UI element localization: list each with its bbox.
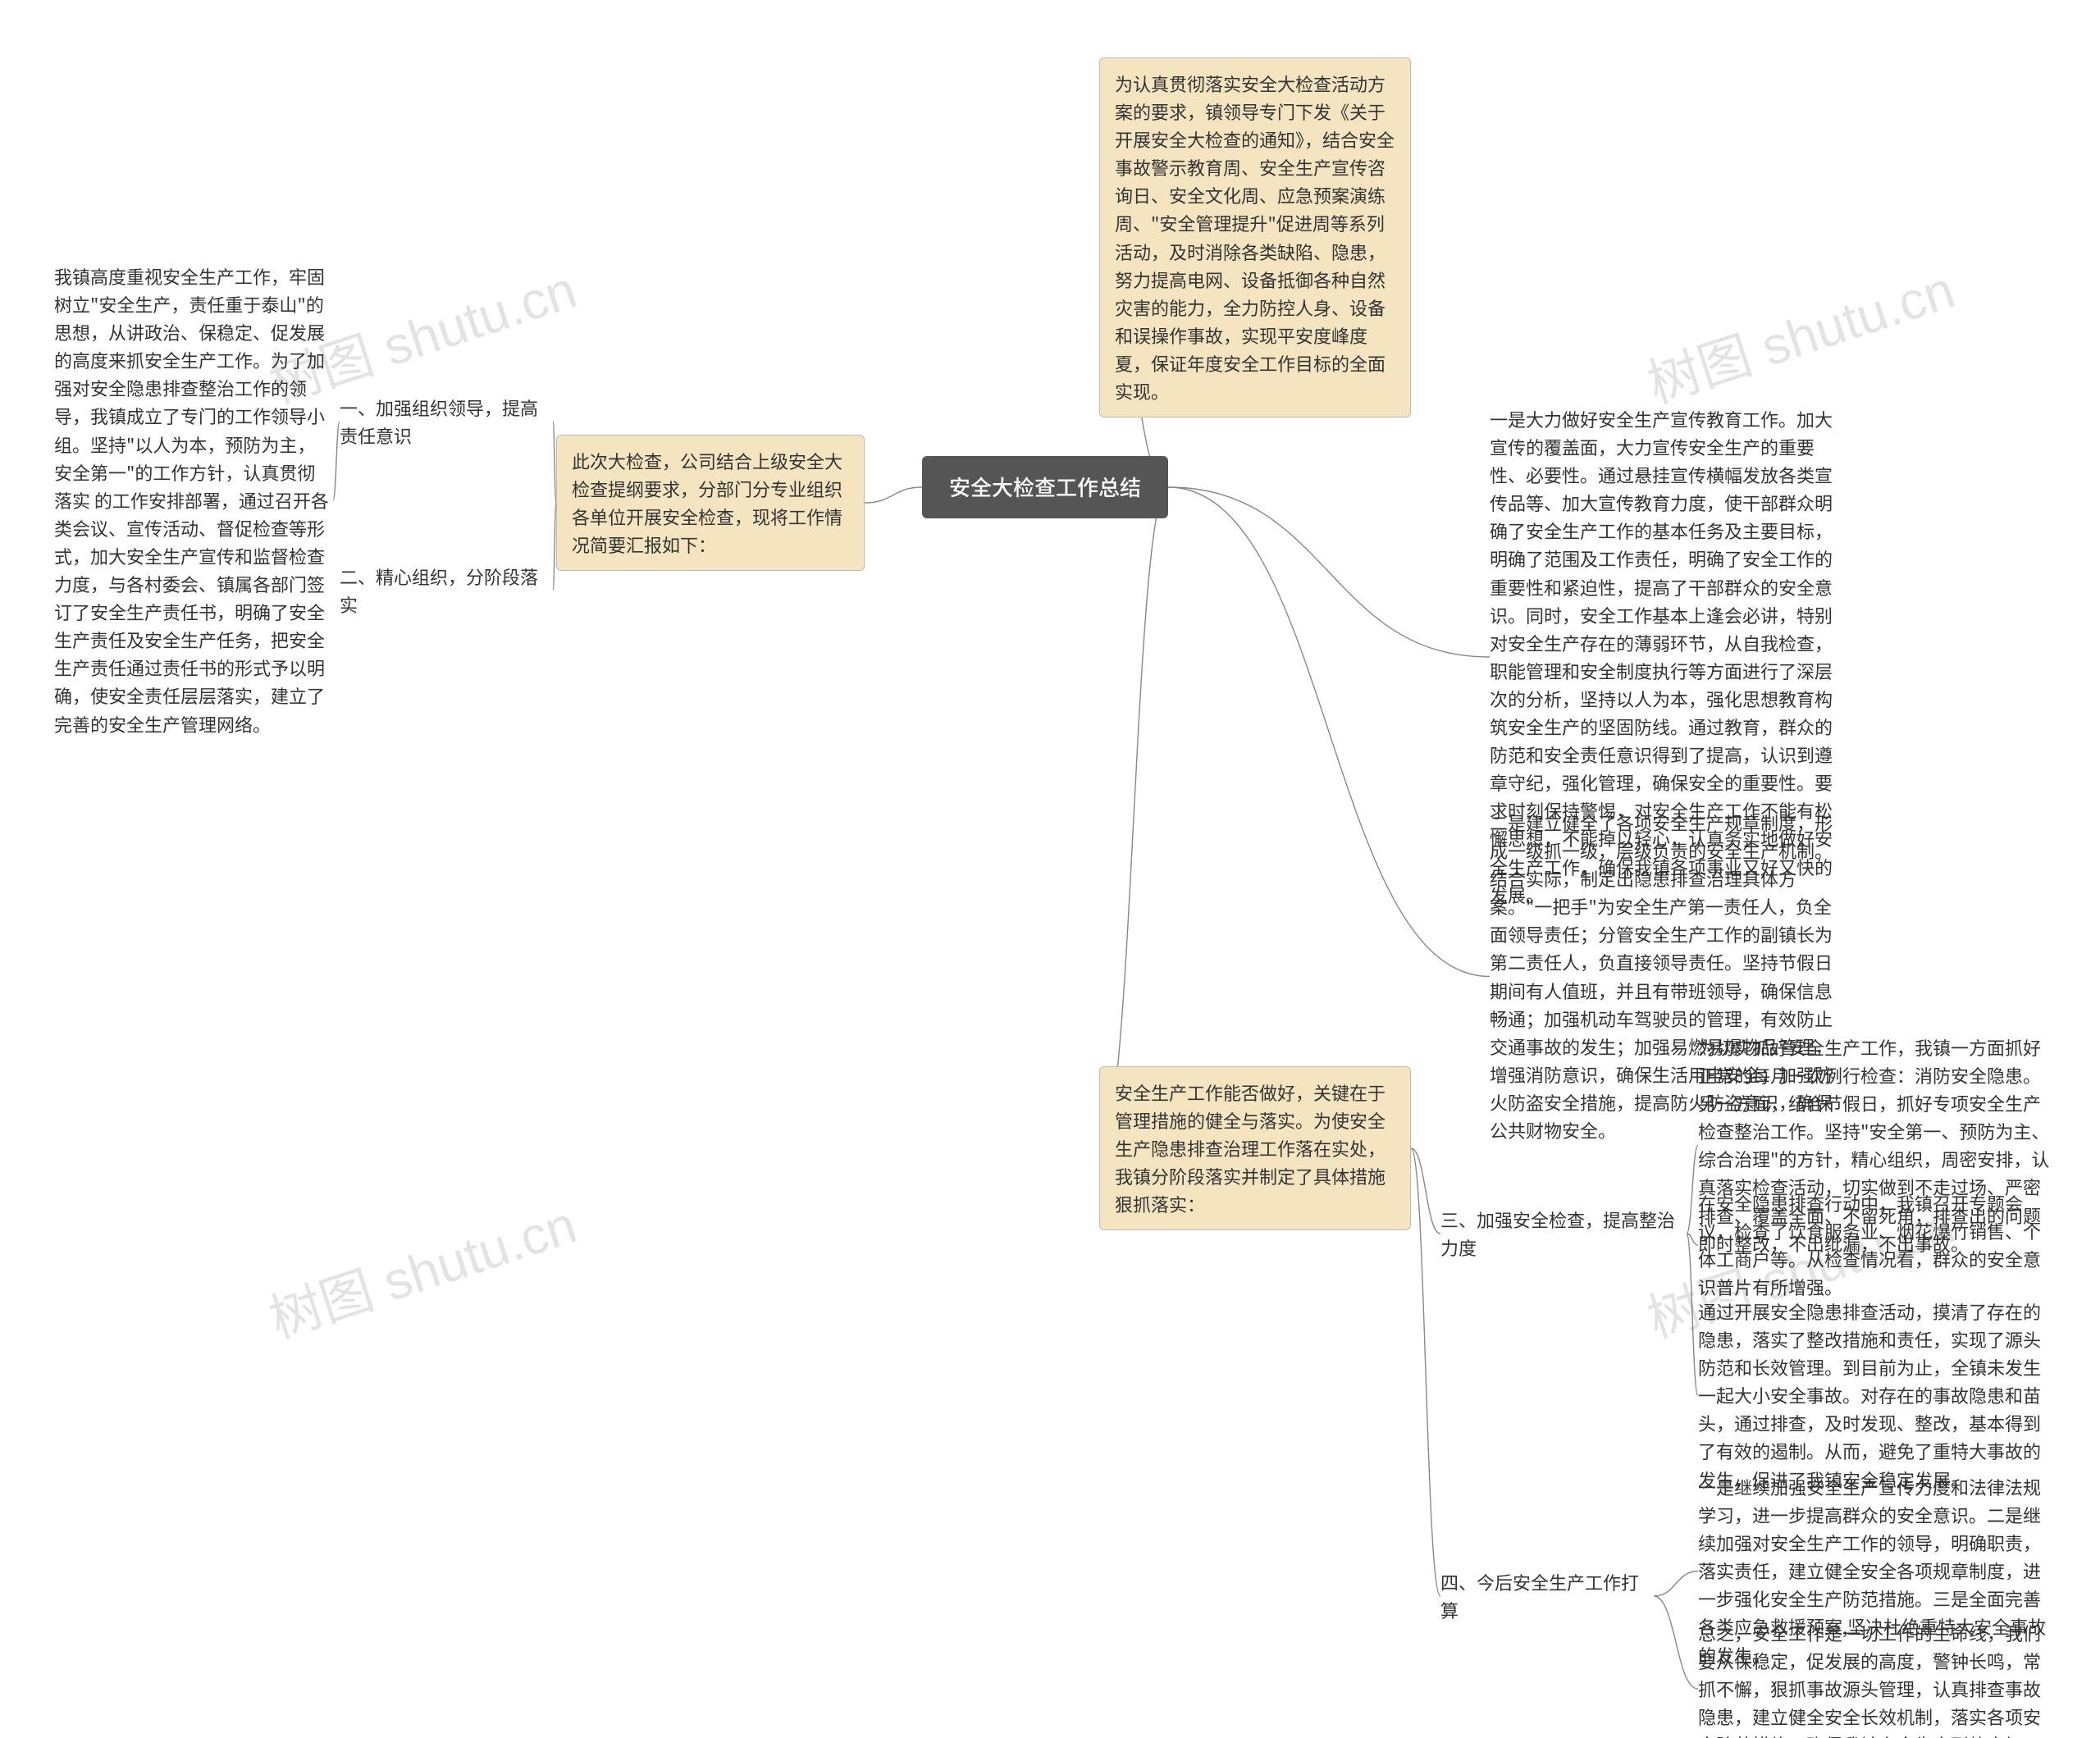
connector bbox=[1411, 1148, 1440, 1596]
node-sec3_p3: 通过开展安全隐患排查活动，摸清了存在的隐患，落实了整改措施和责任，实现了源头防范… bbox=[1698, 1298, 2051, 1494]
connector bbox=[1099, 487, 1168, 1148]
node-top_cream: 为认真贯彻落实安全大检查活动方案的要求，镇领导专门下发《关于开展安全大检查的通知… bbox=[1099, 57, 1411, 417]
connector bbox=[1654, 1571, 1698, 1597]
connector bbox=[1654, 1596, 1698, 1689]
node-left_h1: 一、加强组织领导，提高责任意识 bbox=[340, 394, 553, 449]
connector bbox=[1687, 1146, 1698, 1234]
connector bbox=[1168, 487, 1490, 657]
node-mid_cream: 安全生产工作能否做好，关键在于管理措施的健全与落实。为使安全生产隐患排查治理工作… bbox=[1099, 1066, 1411, 1230]
node-sec3_head: 三、加强安全检查，提高整治力度 bbox=[1440, 1206, 1687, 1261]
connector bbox=[1168, 487, 1490, 977]
node-intro: 此次大检查，公司结合上级安全大检查提纲要求，分部门分专业组织各单位开展安全检查，… bbox=[556, 435, 865, 571]
node-left_h2: 二、精心组织，分阶段落实 bbox=[340, 563, 553, 618]
connector bbox=[865, 487, 922, 503]
node-sec4_p2: 总之，安全工作是一切工作的生命线，我们要从保稳定，促发展的高度，警钟长鸣，常抓不… bbox=[1698, 1619, 2051, 1738]
connector bbox=[333, 422, 340, 500]
node-sec4_head: 四、今后安全生产工作打算 bbox=[1440, 1568, 1654, 1624]
connector bbox=[1687, 1234, 1698, 1396]
node-sec3_p2: 在安全隐患排查行动中，我镇召开专题会议，检查了饮食服务业、烟花爆竹销售、个体工商… bbox=[1698, 1189, 2051, 1301]
node-left_para: 我镇高度重视安全生产工作，牢固树立"安全生产，责任重于泰山"的思想，从讲政治、保… bbox=[54, 262, 333, 738]
node-root: 安全大检查工作总结 bbox=[922, 456, 1168, 518]
